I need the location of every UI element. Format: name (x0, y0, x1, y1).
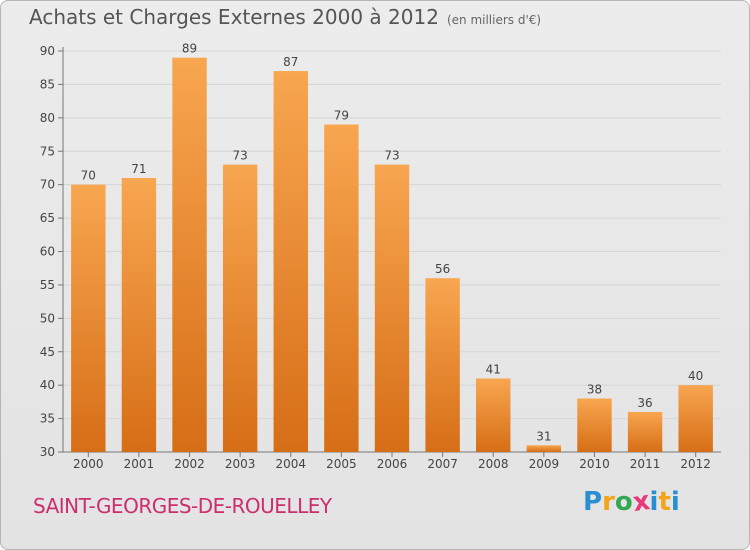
logo-letter: i (670, 487, 680, 517)
x-tick-label: 2009 (529, 457, 560, 471)
bar-value-label: 36 (637, 396, 652, 410)
bar (476, 378, 511, 452)
bar-value-label: 73 (233, 149, 248, 163)
bar (425, 278, 460, 452)
y-tick-label: 70 (40, 178, 55, 192)
y-tick-label: 35 (40, 412, 55, 426)
bar (222, 164, 258, 452)
logo-letter: r (602, 487, 615, 517)
x-tick-label: 2001 (124, 457, 155, 471)
bar-value-label: 89 (182, 42, 197, 56)
x-tick-label: 2002 (174, 457, 205, 471)
logo-letter: o (614, 487, 633, 517)
y-tick-label: 75 (40, 144, 55, 158)
bar (374, 164, 410, 452)
bar (627, 411, 663, 452)
x-tick-label: 2005 (326, 457, 357, 471)
x-tick-label: 2004 (275, 457, 306, 471)
logo-letter: x (630, 485, 652, 519)
x-tick-label: 2012 (680, 457, 711, 471)
bar-value-label: 38 (587, 383, 602, 397)
x-tick-label: 2008 (478, 457, 509, 471)
bar (324, 124, 359, 453)
bar (71, 184, 106, 452)
bar-value-label: 71 (131, 162, 146, 176)
bar (577, 398, 612, 452)
bar (273, 71, 308, 453)
logo-letter: t (658, 487, 671, 517)
x-tick-label: 2006 (377, 457, 408, 471)
y-tick-label: 90 (40, 44, 55, 58)
y-tick-label: 30 (40, 445, 55, 459)
y-tick-label: 65 (40, 211, 55, 225)
bar-value-label: 31 (536, 429, 551, 443)
y-tick-label: 85 (40, 77, 55, 91)
y-tick-label: 45 (40, 345, 55, 359)
y-tick-label: 80 (40, 111, 55, 125)
chart-title-text: Achats et Charges Externes 2000 à 2012 (29, 5, 439, 29)
y-tick-label: 50 (40, 311, 55, 325)
chart-title: Achats et Charges Externes 2000 à 2012 (e… (29, 5, 541, 29)
bar (526, 445, 562, 452)
bar-value-label: 41 (486, 362, 501, 376)
bar-value-label: 40 (688, 369, 703, 383)
bar-value-label: 56 (435, 262, 450, 276)
x-tick-label: 2007 (427, 457, 458, 471)
x-tick-label: 2000 (73, 457, 104, 471)
x-tick-label: 2003 (225, 457, 256, 471)
x-tick-label: 2010 (579, 457, 610, 471)
logo-letter: P (583, 487, 603, 517)
bar-value-label: 87 (283, 55, 298, 69)
bar (172, 57, 207, 452)
bar-value-label: 73 (384, 149, 399, 163)
x-tick-label: 2011 (630, 457, 661, 471)
bar-value-label: 79 (334, 109, 349, 123)
place-name: SAINT-GEORGES-DE-ROUELLEY (33, 494, 332, 518)
bar (121, 177, 157, 452)
y-tick-label: 40 (40, 378, 55, 392)
chart-unit: (en milliers d'€) (446, 13, 542, 27)
bar (678, 385, 713, 452)
y-tick-label: 55 (40, 278, 55, 292)
bar-value-label: 70 (81, 169, 96, 183)
y-tick-label: 60 (40, 245, 55, 259)
logo-letter: i (649, 487, 659, 517)
